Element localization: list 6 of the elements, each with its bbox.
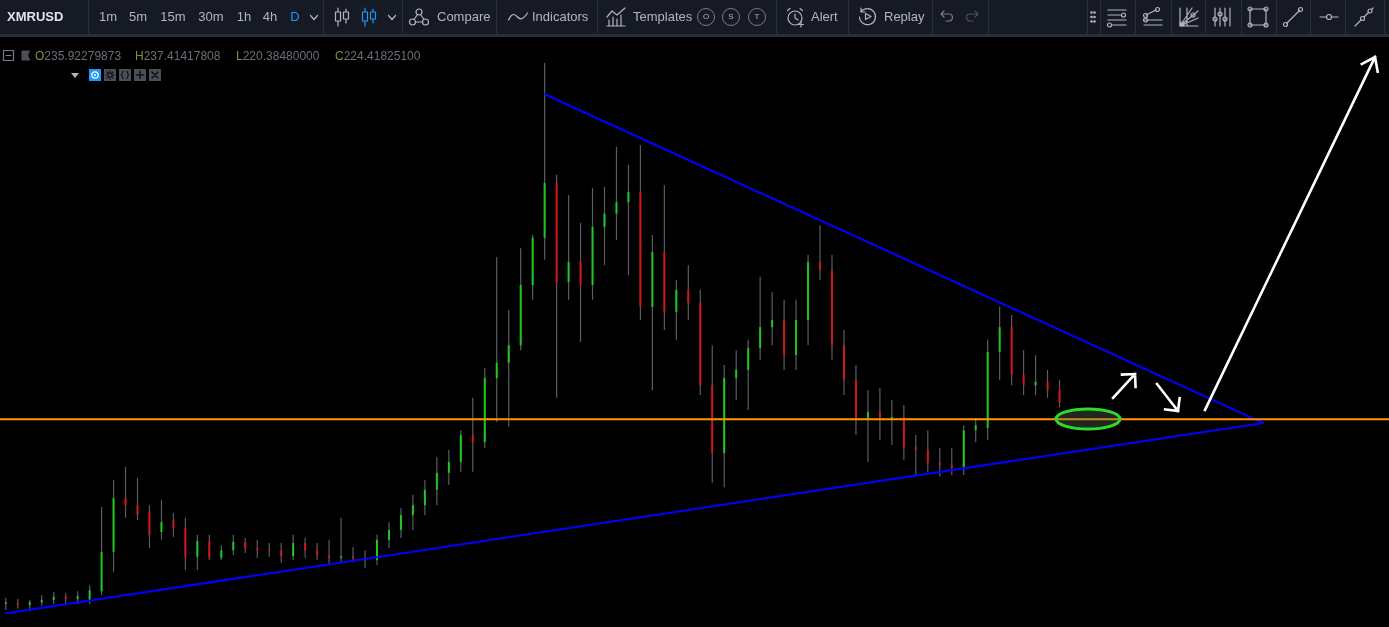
toolbar: XMRUSD 1m 5m 15m 30m 1h 4h D Compare Indicators Templates O S T Alert Replay	[0, 0, 1389, 37]
chart-title: XMRUSD	[7, 8, 64, 26]
annotation: H237.41417808	[135, 49, 221, 63]
annotation: L220.38480000	[236, 49, 320, 63]
annotation: O235.92279873	[35, 49, 122, 63]
annotation: C224.41825100	[335, 49, 421, 63]
